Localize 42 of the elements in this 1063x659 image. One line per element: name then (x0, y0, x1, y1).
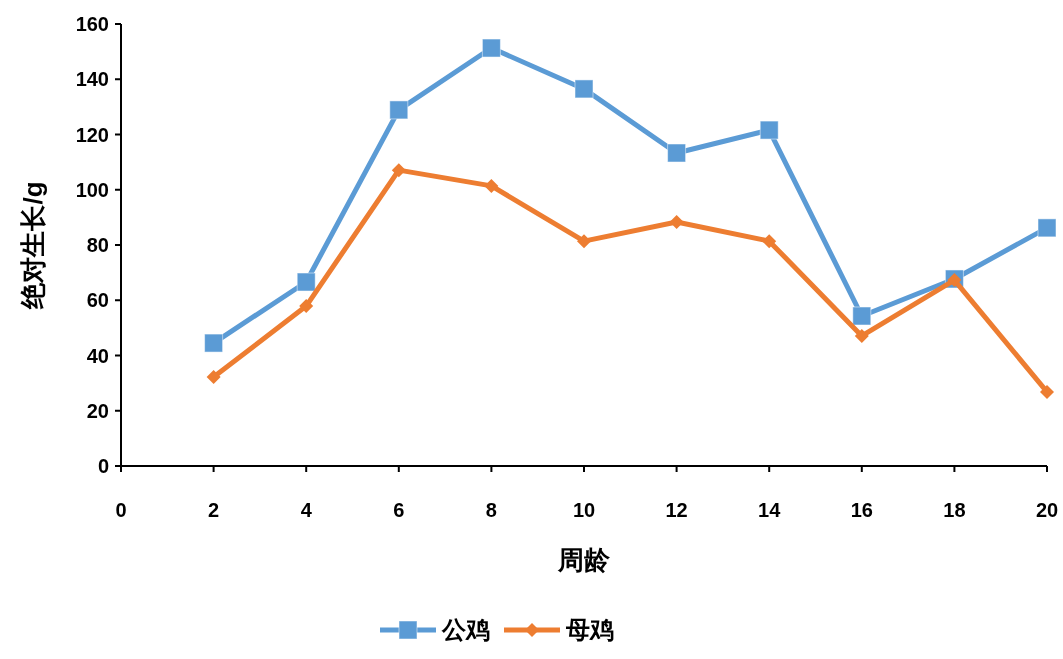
point (206, 370, 221, 385)
x-tick-label: 16 (850, 499, 873, 521)
y-tick-label: 100 (75, 178, 109, 201)
y-tick-label: 20 (86, 399, 109, 422)
y-tick-label: 60 (86, 289, 109, 312)
point (574, 79, 594, 99)
point (296, 272, 316, 292)
y-tick-label: 40 (86, 344, 109, 367)
y-tick-label: 120 (75, 123, 109, 146)
y-axis-title: 绝对生长/g (18, 181, 48, 310)
x-tick-label: 4 (300, 499, 313, 521)
point (484, 178, 499, 193)
x-tick-label: 20 (1035, 499, 1059, 521)
x-tick-label: 6 (393, 499, 405, 521)
legend-label: 公鸡 (441, 616, 490, 643)
y-tick-label: 0 (97, 455, 109, 477)
point (854, 328, 869, 343)
y-tick-label: 140 (75, 68, 109, 91)
legend-label: 母鸡 (565, 616, 614, 643)
point (299, 299, 314, 314)
x-tick-label: 2 (208, 499, 220, 521)
x-tick-label: 8 (485, 499, 497, 521)
x-tick-label: 12 (665, 499, 688, 521)
x-tick-label: 14 (758, 499, 782, 521)
x-tick-label: 0 (115, 499, 127, 521)
point (1040, 384, 1054, 399)
x-axis-title: 周龄 (557, 545, 611, 575)
y-tick-label: 160 (75, 13, 109, 35)
point (389, 100, 409, 120)
point (577, 234, 591, 249)
point (669, 215, 684, 230)
point (204, 333, 224, 353)
point (1037, 218, 1057, 238)
y-tick-label: 80 (86, 234, 109, 256)
point (852, 306, 872, 326)
x-tick-label: 18 (943, 499, 966, 521)
point (391, 163, 406, 178)
point (759, 120, 779, 140)
x-tick-label: 10 (572, 499, 596, 521)
point (481, 38, 501, 58)
point (762, 234, 777, 249)
point (667, 143, 687, 163)
